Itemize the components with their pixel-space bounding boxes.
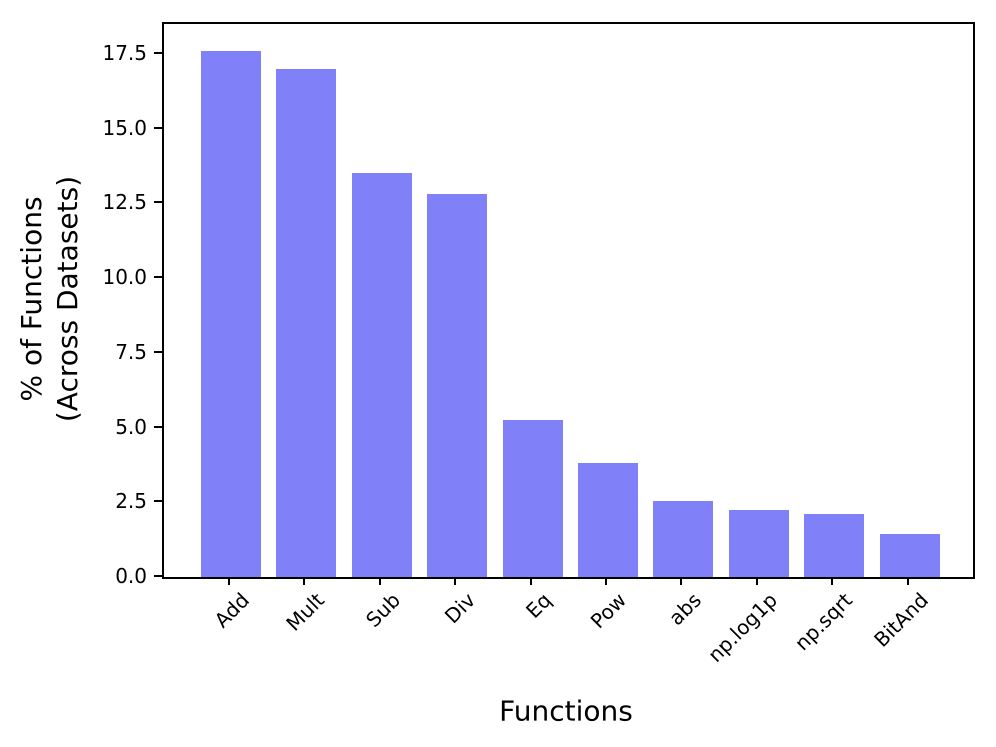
x-tick-label-Add: Add — [209, 588, 254, 633]
x-tick-mark — [303, 577, 306, 585]
x-tick-label-BitAnd: BitAnd — [868, 588, 933, 652]
y-tick-label: 2.5 — [115, 489, 147, 514]
x-tick-label-Div: Div — [439, 588, 481, 629]
bar-Div — [427, 194, 488, 577]
x-tick-mark — [831, 577, 834, 585]
x-tick-mark — [680, 577, 683, 585]
x-tick-label-Pow: Pow — [585, 588, 631, 634]
x-tick-label-Mult: Mult — [281, 588, 330, 636]
x-tick-label-abs: abs — [664, 588, 707, 630]
x-tick-label-Eq: Eq — [520, 588, 556, 623]
y-tick-mark — [154, 350, 162, 353]
y-tick-mark — [154, 51, 162, 54]
y-tick-label: 7.5 — [115, 339, 147, 364]
bar-np.log1p — [728, 509, 789, 577]
y-tick-mark — [154, 425, 162, 428]
y-tick-label: 12.5 — [102, 190, 147, 215]
x-tick-mark — [755, 577, 758, 585]
x-tick-mark — [906, 577, 909, 585]
x-tick-mark — [378, 577, 381, 585]
y-tick-mark — [154, 201, 162, 204]
x-tick-mark — [529, 577, 532, 585]
y-tick-mark — [154, 575, 162, 577]
y-tick-label: 17.5 — [102, 40, 147, 65]
y-tick-mark — [154, 276, 162, 279]
y-tick-label: 0.0 — [115, 564, 147, 588]
bar-Mult — [276, 68, 337, 577]
bar-abs — [653, 500, 714, 577]
y-tick-mark — [154, 126, 162, 129]
x-tick-label-np.log1p: np.log1p — [702, 588, 782, 667]
x-axis-title: Functions — [499, 694, 633, 728]
x-tick-label-Sub: Sub — [360, 588, 405, 632]
x-tick-mark — [228, 577, 230, 585]
bar-np.sqrt — [804, 514, 865, 577]
plot-area — [162, 22, 975, 579]
bar-BitAnd — [879, 533, 940, 577]
y-tick-mark — [154, 500, 162, 503]
x-tick-mark — [454, 577, 457, 585]
y-tick-label: 10.0 — [102, 265, 147, 290]
x-tick-mark — [605, 577, 607, 585]
y-tick-label: 15.0 — [102, 115, 147, 140]
bar-Eq — [502, 420, 563, 577]
bar-Pow — [578, 463, 638, 577]
bar-Add — [201, 50, 261, 577]
x-tick-label-np.sqrt: np.sqrt — [790, 588, 858, 656]
y-tick-label: 5.0 — [115, 414, 147, 439]
bar-Sub — [351, 173, 412, 577]
